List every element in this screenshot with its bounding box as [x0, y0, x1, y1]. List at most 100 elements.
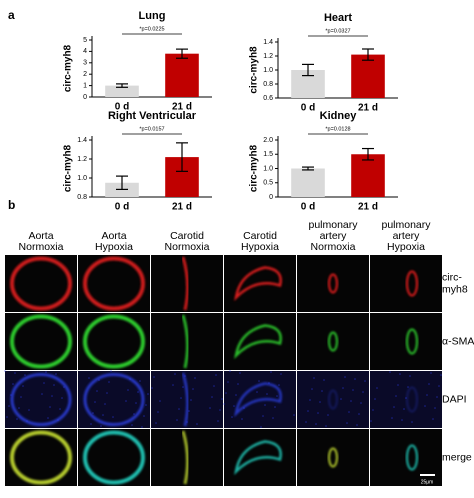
micrograph	[151, 429, 223, 486]
nucleus	[225, 392, 227, 394]
nucleus	[424, 405, 426, 407]
micrograph	[78, 313, 150, 370]
nucleus	[393, 406, 395, 408]
p-value: *p=0.0327	[325, 28, 350, 34]
tissue	[234, 266, 282, 302]
nucleus	[4, 370, 6, 372]
nucleus	[372, 409, 374, 411]
tissue	[83, 430, 145, 485]
nucleus	[135, 402, 137, 404]
y-axis-label: circ-myh8	[249, 46, 260, 94]
row-label: DAPI	[442, 393, 467, 405]
row-label: merge	[442, 451, 472, 463]
column-header: Normoxia	[165, 241, 210, 253]
nucleus	[374, 398, 376, 400]
micrograph	[4, 370, 77, 428]
micrograph-bg	[297, 371, 369, 428]
nucleus	[141, 426, 143, 428]
nucleus	[16, 418, 18, 420]
nucleus	[323, 379, 325, 381]
micrograph	[370, 429, 442, 486]
nucleus	[153, 376, 155, 378]
nucleus	[430, 372, 432, 374]
tissue	[10, 373, 72, 426]
nucleus	[20, 396, 22, 398]
nucleus	[407, 386, 409, 388]
nucleus	[227, 381, 229, 383]
micrograph	[370, 313, 442, 370]
y-axis-label: circ-myh8	[63, 144, 74, 192]
nucleus	[319, 401, 321, 403]
nucleus	[147, 393, 149, 395]
nucleus	[49, 406, 51, 408]
x-tick-label: 0 d	[115, 202, 129, 213]
micrograph-bg	[78, 255, 150, 312]
y-tick-label: 1.0	[263, 165, 273, 172]
nucleus	[157, 411, 159, 413]
y-tick-label: 4	[83, 48, 87, 55]
nucleus	[188, 410, 190, 412]
nucleus	[262, 415, 264, 417]
column-header: pulmonary	[308, 219, 358, 231]
micrograph	[5, 313, 77, 370]
nucleus	[274, 406, 276, 408]
nucleus	[434, 407, 436, 409]
nucleus	[219, 409, 221, 411]
nucleus	[53, 384, 55, 386]
tissue	[83, 373, 145, 426]
tissue	[406, 444, 418, 471]
bar	[165, 53, 199, 97]
micrograph-bg	[297, 313, 369, 370]
column-header: Aorta	[28, 230, 53, 242]
nucleus	[90, 423, 92, 425]
nucleus	[409, 375, 411, 377]
y-tick-label: 1.0	[263, 67, 273, 74]
nucleus	[325, 425, 327, 427]
tissue	[10, 430, 72, 485]
p-value: *p=0.0157	[139, 126, 164, 132]
nucleus	[340, 398, 342, 400]
nucleus	[327, 414, 329, 416]
y-tick-label: 5	[83, 37, 87, 44]
nucleus	[432, 418, 434, 420]
chart-title: Lung	[139, 10, 166, 22]
column-header: Aorta	[101, 230, 126, 242]
tissue	[328, 273, 338, 294]
nucleus	[217, 420, 219, 422]
nucleus	[102, 414, 104, 416]
nucleus	[127, 389, 129, 391]
bar	[105, 85, 139, 97]
y-tick-label: 1.2	[77, 156, 87, 163]
micrograph	[223, 370, 296, 428]
nucleus	[276, 395, 278, 397]
tissue	[83, 314, 145, 369]
nucleus	[401, 419, 403, 421]
y-tick-label: 0.5	[263, 180, 273, 187]
nucleus	[356, 424, 358, 426]
bar	[291, 168, 325, 197]
nucleus	[96, 390, 98, 392]
column-header: Hypoxia	[241, 241, 279, 253]
y-tick-label: 0	[269, 194, 273, 201]
nucleus	[55, 373, 57, 375]
nucleus	[403, 408, 405, 410]
nucleus	[280, 373, 282, 375]
nucleus	[438, 385, 440, 387]
y-tick-label: 1.4	[77, 137, 87, 144]
column-header: Carotid	[170, 230, 204, 242]
nucleus	[426, 394, 428, 396]
nucleus	[436, 396, 438, 398]
nucleus	[63, 386, 65, 388]
nucleus	[155, 422, 157, 424]
micrograph-bg	[5, 429, 77, 486]
nucleus	[233, 405, 235, 407]
nucleus	[45, 371, 47, 373]
nucleus	[59, 408, 61, 410]
y-tick-label: 1	[83, 82, 87, 89]
column-header: artery	[393, 230, 421, 242]
micrograph	[5, 429, 77, 486]
micrograph-bg	[297, 429, 369, 486]
panel-label: a	[8, 8, 15, 22]
nucleus	[272, 417, 274, 419]
